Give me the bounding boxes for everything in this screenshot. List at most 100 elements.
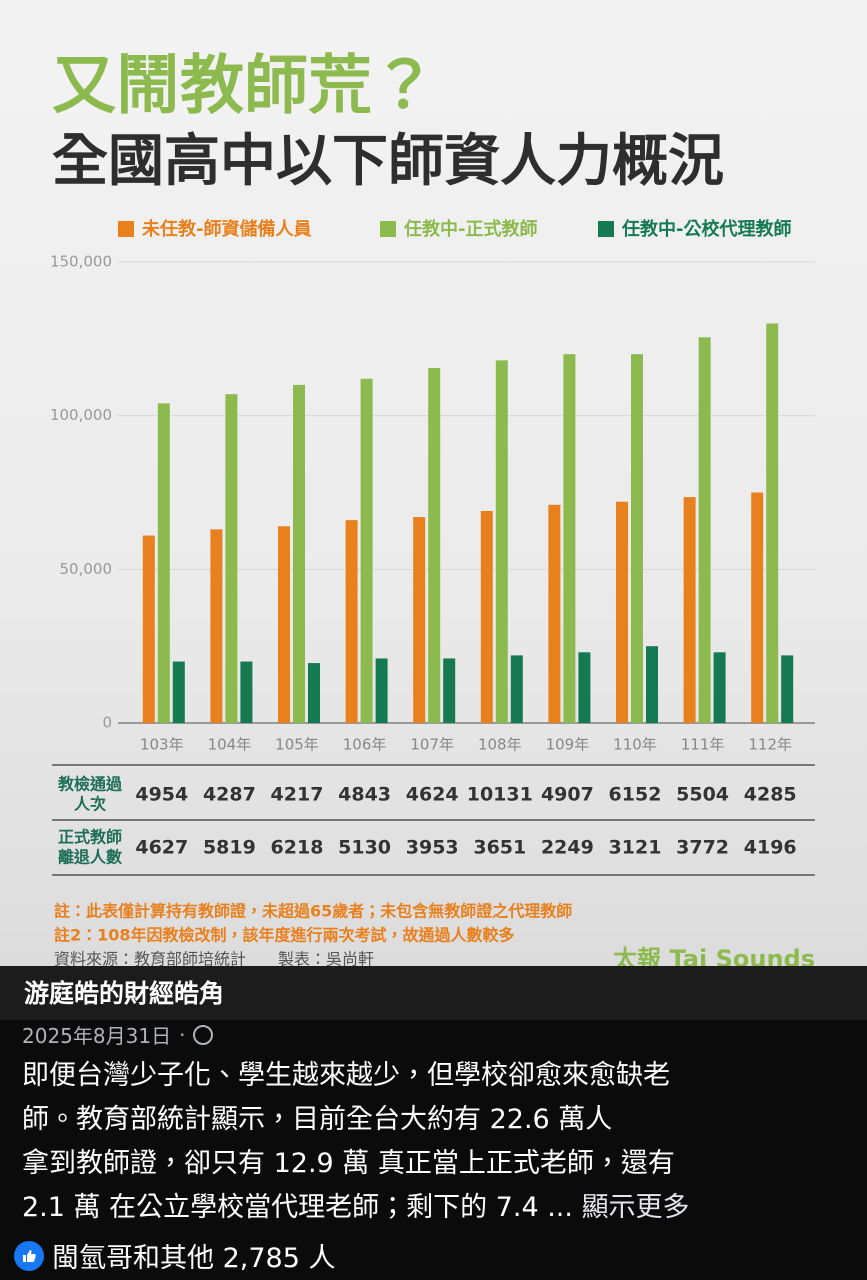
bar [225, 394, 238, 723]
chart-subtitle: 全國高中以下師資人力概況 [52, 129, 724, 194]
bar [698, 337, 711, 723]
x-tick-label: 103年 [140, 736, 184, 754]
see-more[interactable]: 顯示更多 [581, 1192, 690, 1223]
privacy-icon [193, 1024, 214, 1045]
row-label: 正式教師 [58, 828, 122, 847]
legend-label: 任教中-公校代理教師 [621, 218, 791, 240]
bar [278, 526, 290, 723]
bar [360, 378, 373, 723]
legend-swatch [118, 221, 134, 237]
bar [683, 497, 696, 723]
reaction-text: 閩氫哥和其他 2,785 人 [52, 1243, 336, 1274]
y-tick-label: 0 [102, 714, 112, 732]
bar [495, 360, 508, 723]
y-tick-label: 50,000 [60, 560, 113, 578]
bar [240, 661, 253, 723]
row-label: 人次 [74, 795, 106, 814]
table-cell: 3953 [406, 837, 459, 859]
table-cell: 4627 [135, 837, 188, 859]
table-cell: 6218 [271, 837, 324, 859]
bar [766, 323, 779, 723]
bar [157, 403, 170, 723]
legend-swatch [380, 221, 396, 237]
y-tick-label: 100,000 [50, 406, 112, 424]
legend-swatch [598, 221, 614, 237]
post-body: 即便台灣少子化、學生越來越少，但學校卻愈來愈缺老 師。教育部統計顯示，目前全台大… [22, 1054, 690, 1230]
bar [713, 652, 726, 723]
body-line: 2.1 萬 在公立學校當代理老師；剩下的 7.4 ... 顯示更多 [22, 1186, 690, 1230]
credit: 製表：吳尚軒 [278, 950, 374, 967]
table-cell: 3772 [676, 837, 729, 859]
x-tick-label: 111年 [681, 736, 725, 754]
post-date[interactable]: 2025年8月31日 [22, 1024, 172, 1048]
bar [616, 501, 628, 723]
bar [443, 658, 456, 723]
row-label: 教檢通過 [58, 775, 123, 794]
bar [781, 655, 794, 723]
bar [480, 510, 493, 723]
table-cell: 3651 [473, 837, 526, 859]
table-cell: 4907 [541, 784, 594, 806]
bar [751, 492, 764, 723]
bar [210, 529, 223, 723]
bar [172, 661, 185, 723]
bar [631, 354, 643, 723]
bar [578, 652, 591, 723]
note: 註：此表僅計算持有教師證，未超過65歲者；未包含無教師證之代理教師 [54, 902, 572, 921]
table-cell: 4196 [744, 837, 797, 859]
row-label: 離退人數 [58, 848, 123, 867]
chart-title: 又鬧教師荒？ [52, 50, 436, 124]
x-tick-label: 112年 [748, 736, 792, 754]
note: 註2：108年因教檢改制，該年度進行兩次考試，故通過人數較多 [54, 926, 515, 945]
table-cell: 4217 [271, 784, 324, 806]
bar [510, 655, 523, 723]
table-cell: 6152 [609, 784, 662, 806]
like-icon [14, 1240, 44, 1271]
bar [413, 517, 426, 723]
table-cell: 10131 [467, 784, 533, 806]
bar [293, 384, 305, 723]
x-tick-label: 106年 [343, 736, 387, 754]
table-cell: 4287 [203, 784, 256, 806]
bar [308, 663, 320, 723]
bar [548, 504, 561, 723]
x-tick-label: 105年 [275, 736, 319, 754]
legend-label: 未任教-師資儲備人員 [142, 218, 311, 240]
body-line: 即便台灣少子化、學生越來越少，但學校卻愈來愈缺老 [22, 1060, 670, 1091]
legend-label: 任教中-正式教師 [403, 218, 537, 240]
separator: · [179, 1022, 186, 1047]
chart-image: 又鬧教師荒？ 全國高中以下師資人力概況 註：此表僅計算持有教師證，未超過65歲者… [0, 0, 867, 966]
table-cell: 4285 [744, 784, 797, 806]
y-tick-label: 150,000 [50, 253, 112, 271]
bar [563, 354, 576, 723]
watermark: 太報 Tai Sounds [613, 945, 815, 966]
body-line: 拿到教師證，卻只有 12.9 萬 真正當上正式老師，還有 [22, 1148, 675, 1179]
bar [345, 520, 358, 723]
author-bar: 游庭皓的財經皓角 [0, 966, 867, 1020]
post-meta: 2025年8月31日 · [22, 1020, 214, 1049]
bar [646, 646, 658, 723]
author-name[interactable]: 游庭皓的財經皓角 [24, 979, 225, 1008]
table-cell: 2249 [541, 837, 594, 859]
body-text: 2.1 萬 在公立學校當代理老師；剩下的 7.4 ... [22, 1192, 573, 1223]
source: 資料來源：教育部師培統計 [54, 950, 246, 967]
post: 2025年8月31日 · 即便台灣少子化、學生越來越少，但學校卻愈來愈缺老 師。… [0, 1020, 867, 1280]
x-tick-label: 104年 [208, 736, 252, 754]
body-line: 師。教育部統計顯示，目前全台大約有 22.6 萬人 [22, 1104, 613, 1135]
x-tick-label: 108年 [478, 736, 522, 754]
table-cell: 5819 [203, 837, 256, 859]
x-tick-label: 107年 [410, 736, 454, 754]
x-tick-label: 109年 [546, 736, 590, 754]
table-cell: 3121 [609, 837, 662, 859]
table-cell: 4624 [406, 784, 459, 806]
reactions[interactable]: 閩氫哥和其他 2,785 人 [14, 1236, 335, 1275]
bar [428, 368, 441, 723]
table-cell: 5130 [338, 837, 391, 859]
bar [142, 535, 155, 723]
bar [375, 658, 388, 723]
table-cell: 4843 [338, 784, 391, 806]
table-cell: 5504 [676, 784, 729, 806]
table-cell: 4954 [135, 784, 188, 806]
x-tick-label: 110年 [613, 736, 657, 754]
